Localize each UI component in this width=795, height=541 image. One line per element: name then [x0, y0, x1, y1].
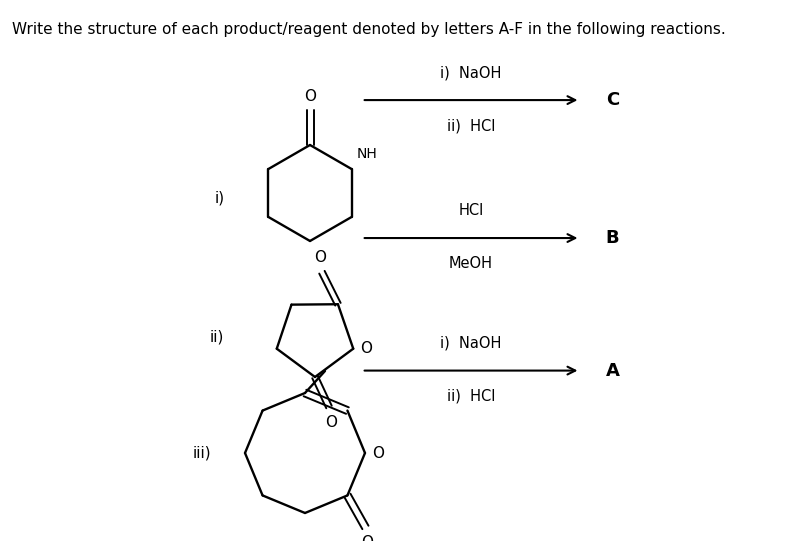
- Text: O: O: [372, 445, 384, 460]
- Text: C: C: [606, 91, 619, 109]
- Text: i)  NaOH: i) NaOH: [440, 65, 502, 80]
- Text: HCl: HCl: [459, 203, 483, 218]
- Text: ii)  HCl: ii) HCl: [447, 388, 495, 404]
- Text: MeOH: MeOH: [449, 256, 493, 271]
- Text: ii): ii): [210, 329, 224, 345]
- Text: A: A: [606, 361, 619, 380]
- Text: O: O: [360, 341, 372, 356]
- Text: O: O: [362, 536, 374, 541]
- Text: i)  NaOH: i) NaOH: [440, 335, 502, 351]
- Text: Write the structure of each product/reagent denoted by letters A-F in the follow: Write the structure of each product/reag…: [12, 22, 726, 37]
- Text: O: O: [314, 250, 326, 265]
- Text: i): i): [215, 190, 225, 206]
- Text: B: B: [606, 229, 619, 247]
- Text: ii)  HCl: ii) HCl: [447, 118, 495, 133]
- Text: O: O: [325, 415, 337, 430]
- Text: iii): iii): [193, 445, 211, 460]
- Text: O: O: [304, 89, 316, 104]
- Text: NH: NH: [357, 147, 378, 161]
